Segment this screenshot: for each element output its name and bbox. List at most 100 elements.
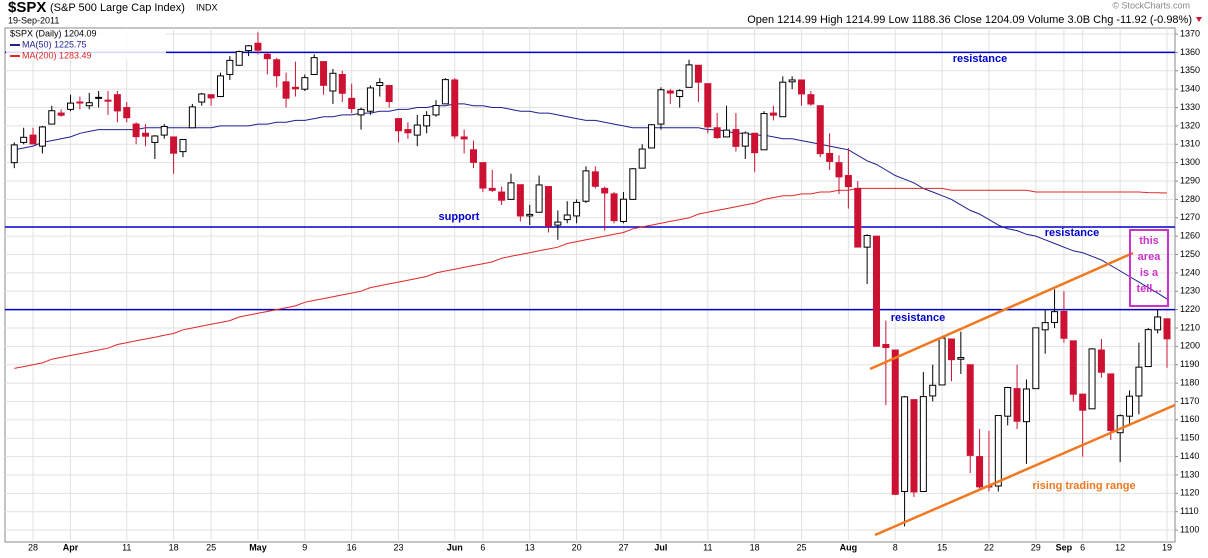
candle-body xyxy=(1163,318,1171,340)
annotation: rising trading range xyxy=(1032,480,1135,492)
candle-body xyxy=(544,186,552,227)
candle-body xyxy=(104,99,112,102)
x-tick-label: 16 xyxy=(347,542,357,552)
x-tick-label: 28 xyxy=(28,542,38,552)
y-tick-label: 1190 xyxy=(1180,359,1199,369)
candle-body xyxy=(29,134,37,145)
candle-body xyxy=(1097,349,1105,373)
y-tick-label: 1370 xyxy=(1180,28,1200,38)
candle-body xyxy=(170,136,178,154)
candle-body xyxy=(498,191,506,201)
candle-body xyxy=(1144,329,1152,368)
y-tick-label: 1220 xyxy=(1180,304,1200,314)
candle-body xyxy=(263,53,271,60)
candle-body xyxy=(629,168,637,200)
y-tick-label: 1260 xyxy=(1180,231,1200,241)
candle-body xyxy=(676,90,684,98)
x-tick-label: 6 xyxy=(480,542,485,552)
credit: © StockCharts.com xyxy=(1112,0,1190,10)
legend-label: MA(50) 1225.75 xyxy=(22,39,87,49)
candle-body xyxy=(423,114,431,127)
y-tick-label: 1140 xyxy=(1180,451,1199,461)
candle-body xyxy=(713,127,721,139)
candle-body xyxy=(554,221,562,226)
candle-body xyxy=(741,132,749,147)
candle-body xyxy=(638,148,646,169)
y-tick-label: 1360 xyxy=(1180,47,1200,57)
candle-body xyxy=(826,152,834,162)
candle-body xyxy=(619,198,627,222)
x-tick-label: Jun xyxy=(447,542,463,552)
candle-body xyxy=(10,144,18,164)
y-tick-label: 1110 xyxy=(1180,506,1199,516)
candle-body xyxy=(216,75,224,98)
candle-body xyxy=(582,170,590,202)
candle-body xyxy=(1079,393,1087,411)
y-tick-label: 1340 xyxy=(1180,84,1200,94)
candle-body xyxy=(160,126,168,136)
candle-body xyxy=(957,357,965,360)
x-tick-label: May xyxy=(249,542,267,552)
candle-body xyxy=(779,81,787,118)
candle-body xyxy=(657,89,665,125)
x-tick-label: 25 xyxy=(797,542,807,552)
candle-body xyxy=(516,184,524,217)
candle-body xyxy=(910,399,918,493)
candle-body xyxy=(488,187,496,191)
candle-body xyxy=(535,184,543,213)
candle-body xyxy=(1116,415,1124,434)
x-tick-label: 18 xyxy=(750,542,760,552)
ma-line xyxy=(14,103,1168,300)
candle-body xyxy=(751,132,759,154)
legend-price: $SPX (Daily) 1204.09 xyxy=(10,28,97,38)
y-tick-label: 1280 xyxy=(1180,194,1200,204)
candle-body xyxy=(404,129,412,134)
candle-body xyxy=(451,79,459,137)
candle-body xyxy=(151,135,159,143)
index-name: (S&P 500 Large Cap Index) xyxy=(50,2,185,14)
candle-body xyxy=(901,396,909,492)
annotation: resistance xyxy=(953,53,1007,65)
annotation: support xyxy=(439,211,480,223)
candle-body xyxy=(591,171,599,187)
candle-body xyxy=(38,126,46,147)
x-tick-label: 29 xyxy=(1031,542,1041,552)
candle-body xyxy=(460,136,468,140)
x-tick-label: 9 xyxy=(302,542,307,552)
candle-body xyxy=(704,83,712,128)
candle-body xyxy=(273,59,281,77)
candle-body xyxy=(1088,348,1096,410)
y-tick-label: 1180 xyxy=(1180,377,1199,387)
y-tick-label: 1240 xyxy=(1180,267,1200,277)
candle-body xyxy=(113,94,121,112)
x-tick-label: 15 xyxy=(937,542,947,552)
trend-line xyxy=(869,251,1134,371)
candle-body xyxy=(1126,395,1134,417)
candle-body xyxy=(807,94,815,105)
y-tick-label: 1250 xyxy=(1180,249,1200,259)
y-tick-label: 1330 xyxy=(1180,102,1200,112)
x-tick-label: 13 xyxy=(525,542,535,552)
callout-text: this xyxy=(1139,235,1159,247)
candle-body xyxy=(844,175,852,188)
candle-body xyxy=(1107,373,1115,431)
candle-body xyxy=(67,102,75,110)
candle-body xyxy=(938,337,946,386)
y-tick-label: 1350 xyxy=(1180,65,1200,75)
exchange: INDX xyxy=(196,2,218,12)
candle-body xyxy=(929,384,937,397)
candle-body xyxy=(310,57,318,75)
callout-text: tell... xyxy=(1136,283,1161,295)
candle-body xyxy=(301,77,309,90)
candle-body xyxy=(976,456,984,488)
candle-body xyxy=(57,112,65,116)
legend-bg xyxy=(6,29,166,60)
candle-body xyxy=(648,124,656,149)
candle-body xyxy=(1051,311,1059,323)
candle-body xyxy=(685,64,693,88)
candle-body xyxy=(479,162,487,189)
x-tick-label: 27 xyxy=(618,542,628,552)
candle-body xyxy=(507,182,515,200)
x-tick-label: 19 xyxy=(1162,542,1172,552)
